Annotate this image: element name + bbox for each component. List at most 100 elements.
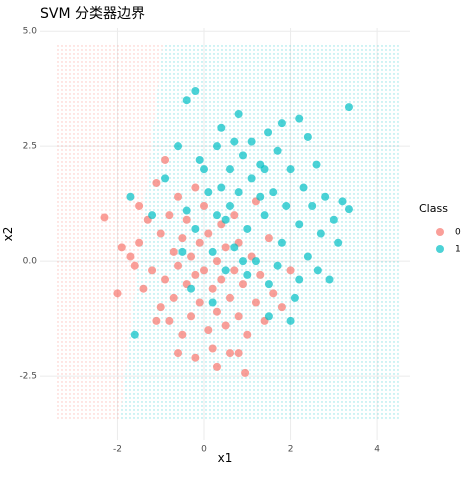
data-point — [264, 234, 273, 243]
data-point — [230, 243, 239, 252]
data-point — [200, 201, 209, 210]
data-point — [303, 132, 312, 141]
data-point — [295, 114, 304, 123]
data-point — [243, 224, 252, 233]
data-point — [273, 261, 282, 270]
data-point — [156, 229, 165, 238]
legend-title: Class — [419, 202, 448, 215]
data-point — [308, 201, 317, 210]
y-axis-title: x2 — [1, 227, 15, 242]
data-point — [230, 266, 239, 275]
x-tick-label: 0 — [201, 445, 207, 455]
data-point — [273, 146, 282, 155]
data-point — [251, 298, 260, 307]
data-point — [344, 205, 353, 214]
data-point — [212, 257, 221, 266]
data-point — [130, 330, 139, 339]
data-point — [191, 270, 200, 279]
data-point — [156, 303, 165, 312]
data-point — [299, 183, 308, 192]
data-point — [200, 266, 209, 275]
data-point — [130, 261, 139, 270]
data-point — [169, 247, 178, 256]
data-point — [182, 215, 191, 224]
data-point — [313, 266, 322, 275]
data-point — [238, 151, 247, 160]
data-point — [195, 155, 204, 164]
data-point — [221, 266, 230, 275]
data-point — [208, 284, 217, 293]
y-tick-label: 0.0 — [23, 257, 38, 267]
data-point — [191, 183, 200, 192]
data-point — [260, 165, 269, 174]
data-point — [286, 165, 295, 174]
data-point — [241, 368, 250, 377]
data-point — [234, 349, 243, 358]
data-point — [204, 229, 213, 238]
data-point — [295, 275, 304, 284]
data-point — [195, 238, 204, 247]
data-point — [208, 247, 217, 256]
data-point — [225, 293, 234, 302]
data-point — [334, 238, 343, 247]
data-point — [312, 160, 321, 169]
data-point — [212, 211, 221, 220]
data-point — [212, 142, 221, 151]
data-point — [152, 178, 161, 187]
data-point — [200, 165, 209, 174]
data-point — [264, 280, 273, 289]
data-point — [338, 197, 347, 206]
data-point — [264, 128, 273, 137]
data-point — [277, 119, 286, 128]
data-point — [221, 243, 230, 252]
data-point — [174, 349, 183, 358]
decision-region — [120, 43, 399, 421]
x-tick-label: 4 — [374, 445, 380, 455]
legend-label: 1 — [455, 245, 461, 255]
y-tick-label: -2.5 — [19, 372, 37, 382]
data-point — [178, 247, 187, 256]
data-point — [152, 316, 161, 325]
data-point — [303, 252, 312, 261]
data-point — [221, 215, 230, 224]
data-point — [221, 321, 230, 330]
x-tick-label: 2 — [288, 445, 294, 455]
legend-marker — [436, 228, 444, 236]
data-point — [238, 257, 247, 266]
data-point — [286, 316, 295, 325]
data-point — [277, 303, 286, 312]
data-point — [225, 165, 234, 174]
data-point — [225, 201, 234, 210]
data-point — [230, 211, 239, 220]
data-point — [113, 289, 122, 298]
data-point — [204, 326, 213, 335]
data-point — [165, 316, 174, 325]
legend-marker — [436, 245, 444, 253]
data-point — [148, 266, 157, 275]
data-point — [208, 298, 217, 307]
data-point — [139, 284, 148, 293]
data-point — [269, 289, 278, 298]
data-point — [191, 353, 200, 362]
data-point — [126, 192, 135, 201]
data-point — [126, 252, 135, 261]
data-point — [174, 142, 183, 151]
data-point — [187, 252, 196, 261]
data-point — [187, 284, 196, 293]
data-point — [238, 280, 247, 289]
data-point — [217, 183, 226, 192]
data-point — [187, 312, 196, 321]
data-point — [234, 109, 243, 118]
data-point — [247, 137, 256, 146]
data-point — [174, 192, 183, 201]
y-tick-label: 5.0 — [23, 27, 38, 37]
data-point — [208, 344, 217, 353]
data-point — [295, 220, 304, 229]
data-point — [217, 123, 226, 132]
data-point — [161, 155, 170, 164]
data-point — [243, 330, 252, 339]
data-point — [344, 103, 353, 112]
data-point — [256, 270, 265, 279]
data-point — [256, 192, 265, 201]
